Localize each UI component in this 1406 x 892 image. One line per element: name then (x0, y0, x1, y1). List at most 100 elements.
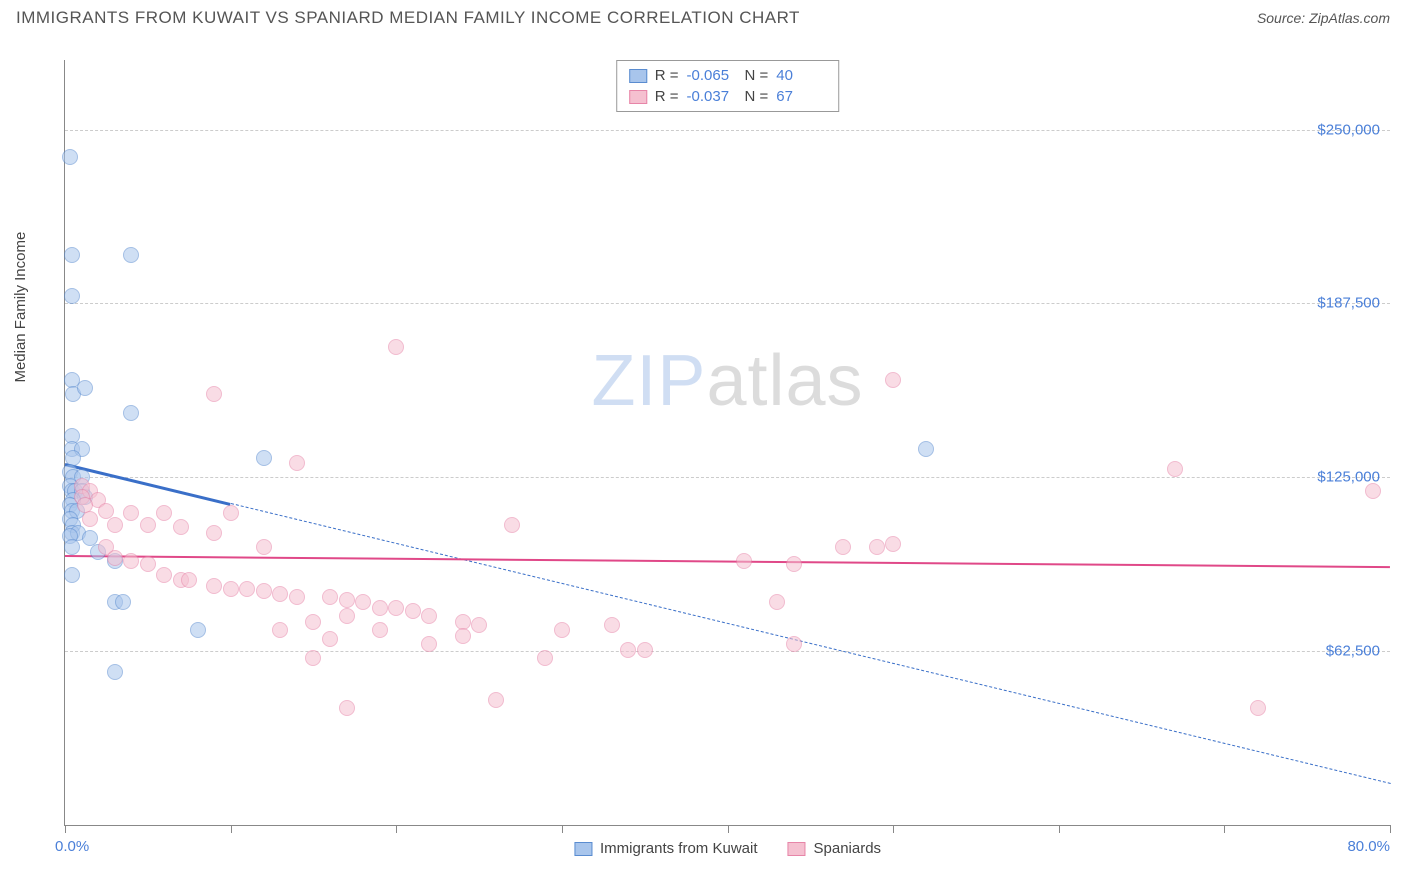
scatter-point (471, 617, 487, 633)
chart-title: IMMIGRANTS FROM KUWAIT VS SPANIARD MEDIA… (16, 8, 800, 28)
scatter-point (305, 650, 321, 666)
scatter-point (504, 517, 520, 533)
scatter-point (77, 380, 93, 396)
scatter-point (786, 556, 802, 572)
x-tick (1059, 825, 1060, 833)
scatter-point (786, 636, 802, 652)
scatter-point (123, 553, 139, 569)
scatter-point (637, 642, 653, 658)
scatter-point (206, 578, 222, 594)
gridline (65, 477, 1390, 478)
scatter-point (488, 692, 504, 708)
gridline (65, 130, 1390, 131)
scatter-point (322, 631, 338, 647)
x-tick (65, 825, 66, 833)
scatter-point (769, 594, 785, 610)
scatter-point (181, 572, 197, 588)
n-value: 67 (776, 88, 826, 105)
scatter-point (123, 247, 139, 263)
scatter-point (64, 247, 80, 263)
n-label: N = (745, 67, 769, 84)
legend-series-item: Immigrants from Kuwait (574, 840, 758, 857)
scatter-point (835, 539, 851, 555)
scatter-point (107, 517, 123, 533)
scatter-point (256, 450, 272, 466)
scatter-point (1167, 461, 1183, 477)
scatter-point (140, 517, 156, 533)
x-tick (396, 825, 397, 833)
r-value: -0.065 (687, 67, 737, 84)
scatter-point (537, 650, 553, 666)
legend-swatch (788, 842, 806, 856)
scatter-point (289, 589, 305, 605)
scatter-point (405, 603, 421, 619)
legend-series-item: Spaniards (788, 840, 882, 857)
scatter-point (272, 622, 288, 638)
scatter-point (604, 617, 620, 633)
y-tick-label: $62,500 (1326, 643, 1380, 660)
scatter-point (64, 539, 80, 555)
legend-swatch (574, 842, 592, 856)
scatter-point (256, 539, 272, 555)
scatter-point (918, 441, 934, 457)
scatter-point (206, 386, 222, 402)
scatter-point (272, 586, 288, 602)
chart-container: Median Family Income ZIPatlas R = -0.065… (16, 40, 1390, 876)
scatter-point (421, 636, 437, 652)
scatter-point (355, 594, 371, 610)
scatter-point (421, 608, 437, 624)
scatter-point (372, 600, 388, 616)
scatter-point (1250, 700, 1266, 716)
scatter-point (339, 608, 355, 624)
source-attribution: Source: ZipAtlas.com (1257, 10, 1390, 26)
scatter-point (64, 288, 80, 304)
scatter-point (223, 581, 239, 597)
scatter-point (156, 505, 172, 521)
scatter-point (339, 592, 355, 608)
scatter-point (64, 567, 80, 583)
x-tick (1224, 825, 1225, 833)
x-tick (893, 825, 894, 833)
legend-series-label: Spaniards (814, 840, 882, 857)
scatter-point (372, 622, 388, 638)
watermark-zip: ZIP (591, 341, 706, 421)
gridline (65, 651, 1390, 652)
scatter-point (206, 525, 222, 541)
trend-line (65, 555, 1390, 568)
scatter-point (62, 149, 78, 165)
scatter-point (885, 372, 901, 388)
y-tick-label: $187,500 (1317, 295, 1380, 312)
scatter-point (455, 628, 471, 644)
x-axis-min-label: 0.0% (55, 838, 89, 855)
scatter-point (123, 405, 139, 421)
y-tick-label: $250,000 (1317, 121, 1380, 138)
y-axis-label: Median Family Income (12, 232, 29, 383)
series-legend: Immigrants from Kuwait Spaniards (574, 840, 881, 857)
scatter-point (107, 550, 123, 566)
scatter-point (289, 455, 305, 471)
scatter-point (554, 622, 570, 638)
legend-swatch (629, 69, 647, 83)
trend-line (231, 503, 1391, 784)
scatter-point (82, 511, 98, 527)
legend-stat-row: R = -0.065 N = 40 (629, 65, 827, 86)
r-label: R = (655, 67, 679, 84)
scatter-point (156, 567, 172, 583)
scatter-point (173, 519, 189, 535)
scatter-point (239, 581, 255, 597)
gridline (65, 303, 1390, 304)
scatter-point (339, 700, 355, 716)
n-label: N = (745, 88, 769, 105)
scatter-point (123, 505, 139, 521)
n-value: 40 (776, 67, 826, 84)
legend-series-label: Immigrants from Kuwait (600, 840, 758, 857)
watermark: ZIPatlas (591, 340, 863, 422)
legend-stat-row: R = -0.037N = 67 (629, 86, 827, 107)
plot-area: ZIPatlas R = -0.065 N = 40R = -0.037 N = 6… (64, 60, 1390, 826)
scatter-point (869, 539, 885, 555)
scatter-point (388, 600, 404, 616)
scatter-point (223, 505, 239, 521)
scatter-point (140, 556, 156, 572)
scatter-point (885, 536, 901, 552)
r-value: -0.037 (687, 88, 737, 105)
